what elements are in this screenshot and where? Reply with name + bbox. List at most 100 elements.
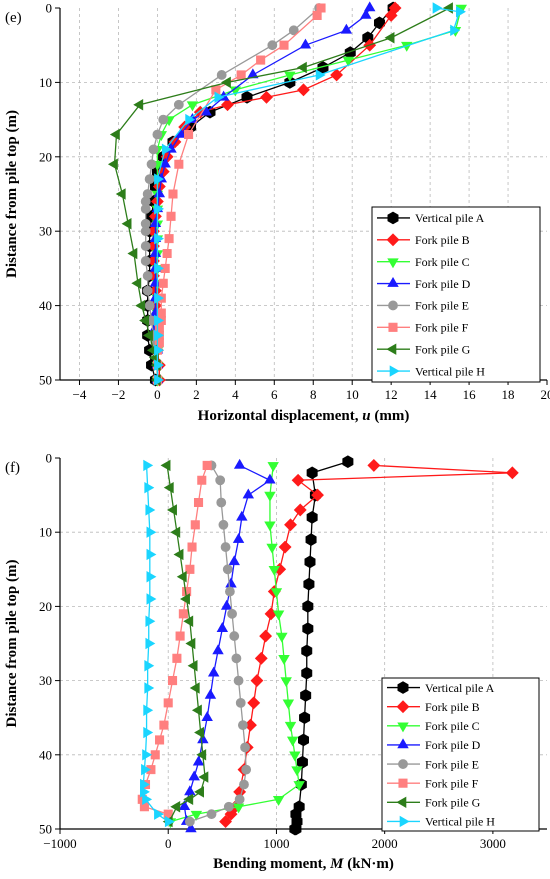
data-point (121, 218, 132, 230)
data-point (367, 458, 381, 472)
data-point (302, 622, 314, 636)
data-point (154, 232, 164, 245)
data-point (260, 90, 273, 104)
data-point (288, 25, 299, 36)
data-point (241, 764, 252, 775)
data-point (163, 698, 173, 708)
data-point (301, 644, 313, 658)
y-tick-label: 50 (39, 822, 52, 837)
data-point (159, 157, 171, 168)
y-tick-label: 30 (39, 673, 52, 688)
data-point (189, 682, 200, 694)
legend-marker (398, 759, 408, 769)
series-fork-pile-c (164, 462, 305, 829)
x-tick-label: 18 (502, 387, 515, 402)
x-tick-label: −4 (73, 387, 87, 402)
data-point (216, 622, 229, 632)
data-point (183, 615, 194, 627)
legend-box (371, 206, 541, 383)
data-point (144, 300, 155, 311)
data-point (278, 540, 292, 554)
data-point (109, 128, 120, 141)
legend-label: Fork pile F (415, 321, 469, 335)
data-point (194, 786, 204, 798)
legend-label: Fork pile E (415, 299, 469, 313)
x-tick-label: 0 (165, 836, 172, 851)
data-point (178, 609, 188, 619)
data-point (293, 503, 307, 517)
data-point (247, 696, 261, 710)
data-point (225, 577, 237, 588)
data-point (220, 76, 231, 89)
data-point (229, 86, 242, 97)
x-tick-label: 16 (463, 387, 477, 402)
data-point (201, 711, 213, 721)
x-tick-label: 2000 (372, 836, 398, 851)
data-point (222, 564, 233, 575)
data-point (215, 475, 226, 486)
data-point (170, 526, 181, 538)
data-point (296, 755, 308, 769)
data-point (276, 632, 288, 643)
data-point (237, 720, 248, 731)
series-line (294, 461, 349, 830)
data-point (305, 533, 317, 546)
data-point (149, 276, 162, 287)
data-point (143, 726, 154, 739)
y-tick-label: 40 (39, 298, 52, 313)
data-point (166, 211, 176, 221)
x-axis-title: Bending moment, M (kN·m) (213, 856, 394, 872)
x-tick-label: 10 (346, 387, 359, 402)
data-point (289, 822, 301, 836)
data-point (196, 749, 207, 761)
data-point (284, 518, 297, 532)
data-point (140, 203, 151, 214)
data-point (150, 750, 160, 760)
data-point (140, 778, 150, 791)
data-point (221, 98, 234, 112)
data-point (167, 504, 177, 516)
legend-marker (388, 322, 398, 332)
x-tick-label: 3000 (480, 836, 506, 851)
data-point (505, 466, 519, 480)
data-point (180, 593, 190, 605)
data-point (286, 736, 299, 747)
data-point (229, 631, 240, 641)
data-point (185, 637, 196, 650)
data-point (185, 564, 195, 574)
data-point (173, 548, 184, 561)
data-point (146, 571, 157, 583)
data-point (198, 771, 209, 783)
legend-label: Vertical pile A (415, 211, 485, 225)
data-point (312, 10, 322, 20)
data-point (291, 473, 305, 487)
legend-marker (397, 738, 409, 749)
data-point (154, 374, 164, 386)
data-point (163, 481, 174, 494)
data-point (188, 770, 200, 781)
data-point (240, 742, 250, 753)
data-point (145, 504, 156, 516)
x-axis-title: Horizontal displacement, u (mm) (198, 408, 410, 424)
y-tick-label: 30 (39, 224, 52, 239)
data-point (293, 781, 305, 792)
legend-label: Fork pile G (425, 796, 481, 810)
series-fork-pile-d (178, 458, 276, 833)
data-point (142, 270, 153, 281)
series-line (183, 464, 272, 830)
data-point (239, 779, 249, 790)
series-vertical-pile-h (140, 459, 175, 828)
data-point (270, 588, 283, 599)
data-point (216, 70, 227, 80)
data-point (299, 38, 312, 49)
data-point (225, 586, 235, 597)
data-point (140, 241, 151, 251)
data-point (164, 234, 174, 244)
data-point (236, 70, 246, 80)
data-point (143, 704, 154, 716)
data-point (154, 329, 164, 342)
x-tick-label: 20 (541, 387, 550, 402)
data-point (186, 101, 199, 112)
data-point (158, 278, 168, 288)
